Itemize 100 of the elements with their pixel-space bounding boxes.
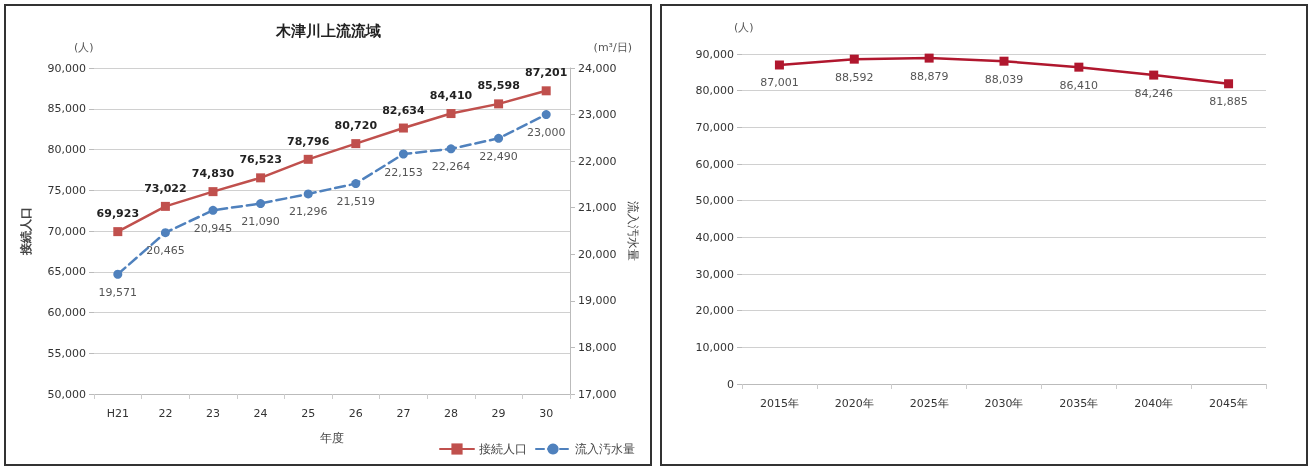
y-tick-label: 50,000 — [695, 194, 734, 208]
data-label: 87,201 — [524, 66, 568, 80]
y-tick-label: 30,000 — [695, 267, 734, 281]
y-tick-label: 65,000 — [47, 265, 86, 279]
point — [398, 123, 408, 133]
point — [541, 86, 551, 96]
data-label: 22,153 — [384, 165, 423, 179]
y-tick-label: 80,000 — [695, 84, 734, 98]
y2-tick-label: 17,000 — [578, 387, 617, 401]
point — [113, 227, 123, 237]
x-tick-label: 28 — [444, 407, 458, 420]
data-label: 84,246 — [1134, 86, 1173, 100]
y-tick-label: 80,000 — [47, 143, 86, 156]
y2-tick-label: 22,000 — [578, 154, 617, 168]
y-tick-label: 10,000 — [695, 340, 734, 354]
point — [541, 110, 551, 120]
y2-tick-label: 24,000 — [578, 61, 617, 75]
point — [113, 269, 123, 279]
point — [398, 149, 408, 159]
x-tick-label: H21 — [106, 407, 129, 420]
point — [208, 187, 218, 197]
point — [160, 228, 170, 238]
y-tick-label: 90,000 — [47, 61, 86, 75]
y-tick-label: 55,000 — [47, 346, 86, 360]
y-tick-label: 75,000 — [47, 183, 86, 197]
data-label: 74,830 — [191, 167, 235, 181]
point — [494, 99, 504, 109]
x-tick-label: 26 — [348, 407, 363, 420]
point — [256, 173, 266, 183]
point — [1224, 79, 1234, 89]
text: (m³/日) — [593, 41, 633, 54]
y2-tick-label: 21,000 — [578, 201, 617, 215]
y2-tick-label: 18,000 — [578, 340, 617, 354]
y-tick-label: 70,000 — [695, 120, 734, 134]
data-label: 80,720 — [334, 119, 378, 133]
data-label: 85,598 — [477, 79, 520, 93]
y-tick-label: 40,000 — [695, 230, 734, 244]
data-label: 21,296 — [288, 205, 328, 219]
point — [849, 54, 859, 64]
data-label: 86,410 — [1059, 78, 1099, 92]
data-label: 19,571 — [98, 285, 138, 299]
data-label: 23,000 — [526, 126, 566, 140]
x-tick-label: 23 — [206, 407, 220, 420]
data-label: 69,923 — [96, 207, 140, 221]
data-label: 22,264 — [431, 160, 471, 174]
data-label: 82,634 — [382, 103, 425, 117]
data-label: 78,796 — [286, 134, 330, 148]
x-tick-label: 2020年 — [834, 397, 874, 410]
point — [160, 201, 170, 211]
point — [351, 139, 361, 149]
x-tick-label: 2040年 — [1134, 397, 1174, 410]
data-label: 22,490 — [479, 149, 518, 163]
y-tick-label: 85,000 — [47, 102, 86, 116]
point — [774, 60, 784, 70]
data-label: 87,001 — [760, 76, 799, 90]
point — [494, 133, 504, 143]
y2-tick-label: 19,000 — [578, 294, 617, 308]
y2-tick-label: 23,000 — [578, 108, 617, 122]
y2-tick-label: 20,000 — [578, 247, 617, 261]
point — [999, 56, 1009, 66]
point — [446, 144, 456, 154]
y-axis-title: 接続人口 — [19, 207, 33, 256]
x-tick-label: 2030年 — [984, 397, 1024, 410]
data-label: 76,523 — [239, 153, 282, 167]
point — [208, 205, 218, 215]
chart-title: 木津川上流流域 — [274, 21, 381, 40]
x-tick-label: 22 — [158, 407, 173, 420]
point — [351, 179, 361, 189]
point — [256, 199, 266, 209]
data-label: 88,879 — [909, 69, 949, 83]
x-tick-label: 25 — [301, 407, 316, 420]
data-label: 73,022 — [144, 181, 187, 195]
legend-label: 流入汚水量 — [575, 442, 635, 456]
data-label: 88,592 — [835, 70, 874, 84]
text: (人) — [734, 21, 754, 34]
y-tick-label: 70,000 — [47, 224, 86, 238]
legend-label: 接続人口 — [479, 442, 527, 456]
data-label: 21,519 — [336, 195, 376, 209]
x-tick-label: 2035年 — [1059, 397, 1099, 410]
point — [1149, 70, 1159, 80]
x-tick-label: 24 — [253, 407, 268, 420]
x-tick-label: 2015年 — [759, 397, 799, 410]
x-tick-label: 30 — [539, 407, 554, 420]
point — [303, 154, 313, 164]
point — [1074, 62, 1084, 72]
point — [446, 109, 456, 119]
point — [924, 53, 934, 63]
x-tick-label: 27 — [396, 407, 411, 420]
data-label: 88,039 — [984, 72, 1024, 86]
data-label: 21,090 — [241, 215, 280, 229]
x-axis-title: 年度 — [320, 431, 344, 445]
y-tick-label: 60,000 — [47, 306, 86, 319]
x-tick-label: 29 — [491, 407, 506, 420]
data-label: 81,885 — [1209, 95, 1248, 109]
data-label: 20,465 — [146, 244, 185, 258]
y-tick-label: 90,000 — [695, 47, 734, 61]
data-label: 84,410 — [429, 89, 473, 103]
y-tick-label: 20,000 — [695, 304, 734, 318]
x-tick-label: 2025年 — [909, 397, 949, 410]
y-tick-label: 50,000 — [47, 387, 86, 401]
